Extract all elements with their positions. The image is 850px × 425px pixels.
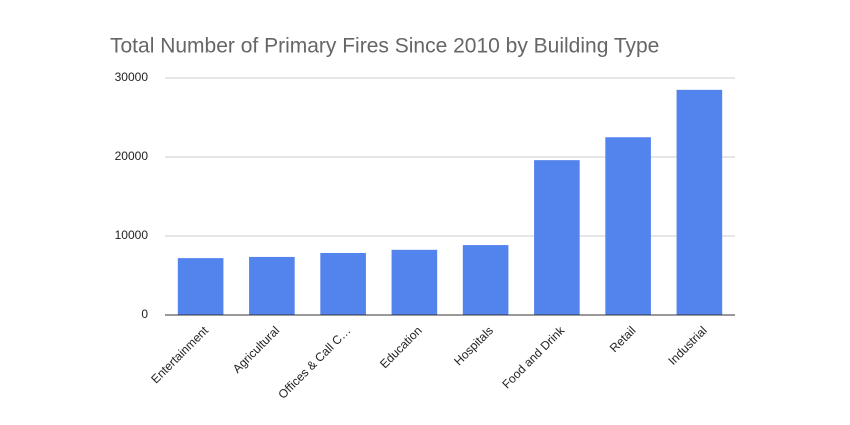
- x-tick-label: Agricultural: [230, 323, 282, 375]
- bar: [605, 137, 651, 315]
- bar: [676, 89, 723, 315]
- y-tick-label: 30000: [115, 70, 149, 84]
- bar: [249, 256, 295, 315]
- x-tick-label: Industrial: [665, 323, 709, 367]
- bar: [320, 252, 366, 315]
- chart-title: Total Number of Primary Fires Since 2010…: [110, 35, 659, 58]
- bar: [462, 245, 509, 315]
- x-tick-label: Education: [377, 323, 425, 371]
- bar: [391, 249, 438, 315]
- x-tick-label: Entertainment: [148, 323, 211, 386]
- x-tick-label: Food and Drink: [499, 323, 568, 392]
- bar: [177, 258, 224, 315]
- x-tick-label: Hospitals: [451, 323, 496, 368]
- x-tick-label: Retail: [607, 323, 639, 355]
- y-tick-label: 0: [141, 307, 148, 321]
- y-tick-label: 20000: [115, 149, 149, 163]
- x-tick-label: Offices & Call C…: [275, 323, 353, 401]
- y-tick-label: 10000: [115, 228, 149, 242]
- bar: [534, 160, 580, 315]
